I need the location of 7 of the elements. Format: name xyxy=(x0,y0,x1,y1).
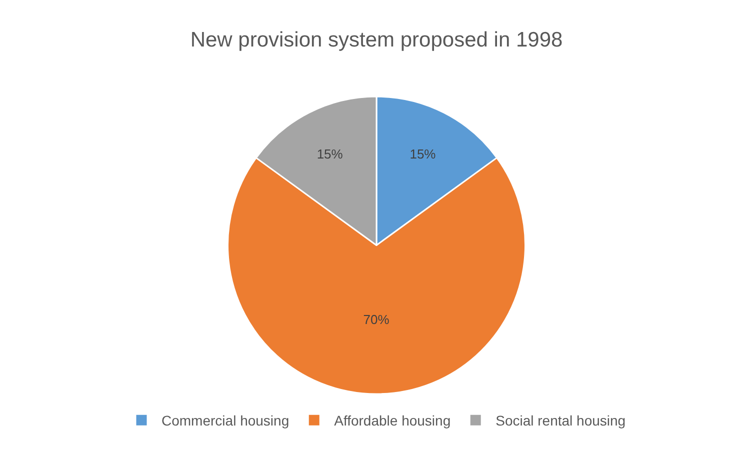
legend-label: Commercial housing xyxy=(162,412,290,429)
data-label: 15% xyxy=(410,146,436,162)
data-label: 70% xyxy=(363,312,390,328)
legend-label: Affordable housing xyxy=(334,412,451,429)
data-label: 15% xyxy=(316,146,344,162)
chart-title: New provision system proposed in 1998 xyxy=(190,28,563,52)
legend-label: Social rental housing xyxy=(496,412,626,429)
